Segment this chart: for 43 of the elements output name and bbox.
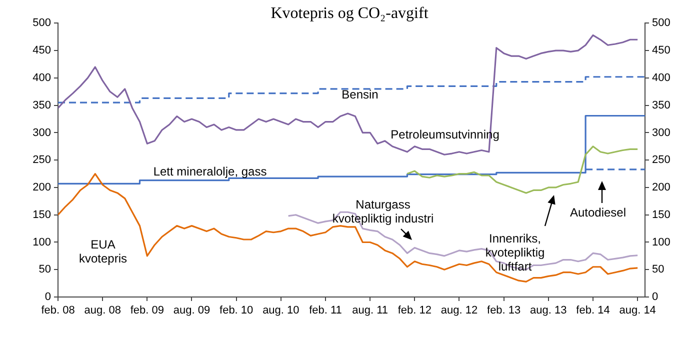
y2-tick-label: 400: [652, 72, 670, 84]
annotation: Bensin: [342, 87, 378, 102]
x-tick-label: aug. 14: [619, 304, 656, 317]
annotation: Autodiesel: [570, 205, 626, 220]
x-tick-label: feb. 12: [398, 304, 432, 317]
y2-tick-label: 200: [652, 182, 670, 194]
x-tick-label: feb. 14: [576, 304, 610, 317]
x-tick-label: aug. 10: [262, 304, 300, 317]
y-tick-label: 350: [32, 99, 51, 112]
annotation: Naturgass kvotepliktig industri: [332, 197, 434, 226]
x-tick-label: feb. 09: [130, 304, 164, 317]
y-tick-label: 0: [44, 291, 51, 304]
x-tick-label: aug. 13: [530, 304, 567, 317]
y-tick-label: 250: [32, 154, 51, 166]
x-tick-label: feb. 13: [487, 304, 521, 317]
y-tick-label: 50: [38, 264, 51, 276]
y2-tick-label: 350: [652, 99, 670, 112]
x-tick-label: aug. 12: [440, 304, 478, 317]
x-tick-label: aug. 11: [352, 304, 388, 317]
y2-tick-label: 0: [652, 291, 658, 304]
y2-tick-label: 500: [652, 17, 670, 30]
y-tick-label: 150: [32, 208, 51, 221]
x-tick-label: feb. 08: [41, 304, 75, 317]
y-tick-label: 200: [32, 182, 51, 194]
x-tick-label: aug. 09: [173, 304, 210, 317]
y-tick-label: 500: [32, 17, 51, 30]
chart-title: Kvotepris og CO₂-avgift: [270, 4, 429, 22]
y-tick-label: 100: [32, 236, 51, 248]
y-tick-label: 400: [32, 72, 51, 84]
annotation: Lett mineralolje, gass: [153, 164, 267, 178]
y-tick-label: 300: [32, 126, 51, 139]
y2-tick-label: 300: [652, 126, 670, 139]
y2-tick-label: 150: [652, 208, 670, 221]
x-tick-label: aug. 08: [84, 304, 121, 317]
y2-tick-label: 100: [652, 236, 670, 248]
annotation: Innenriks, kvotepliktig luftfart: [485, 231, 545, 274]
x-tick-label: feb. 10: [220, 304, 254, 317]
annotation: EUA kvotepris: [78, 237, 128, 266]
y2-tick-label: 250: [652, 154, 670, 166]
y-tick-label: 450: [32, 44, 51, 57]
y2-tick-label: 450: [652, 44, 670, 57]
y2-tick-label: 50: [652, 264, 664, 276]
x-tick-label: feb. 11: [309, 304, 342, 317]
